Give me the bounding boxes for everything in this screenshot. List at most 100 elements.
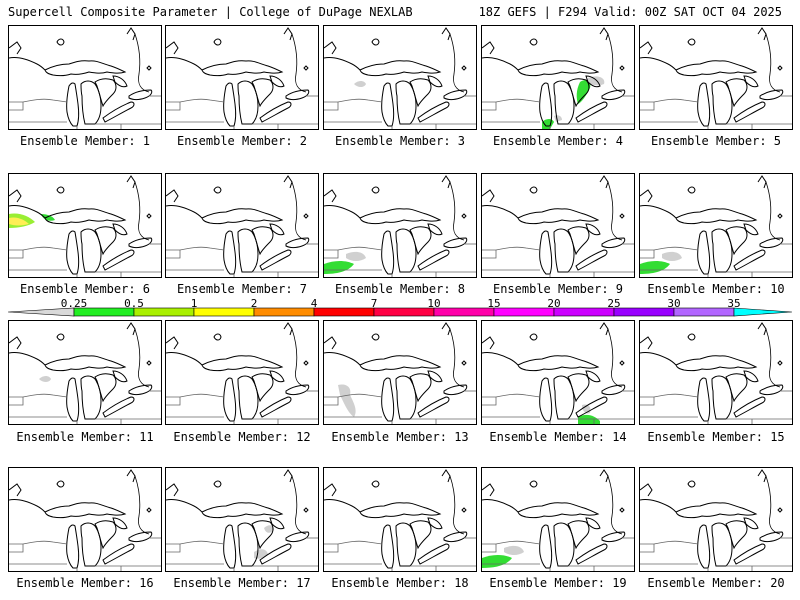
member-caption-10: Ensemble Member: 10 — [636, 282, 796, 296]
scp-overlay — [640, 251, 682, 274]
caption-prefix: Ensemble Member: — [19, 134, 143, 148]
colorbar-label: 2 — [250, 297, 258, 310]
member-number: 17 — [296, 576, 311, 590]
colorbar-segment — [553, 307, 615, 317]
member-caption-14: Ensemble Member: 14 — [478, 430, 638, 444]
member-caption-15: Ensemble Member: 15 — [636, 430, 796, 444]
caption-prefix: Ensemble Member: — [176, 134, 300, 148]
member-map-12 — [166, 322, 318, 424]
ensemble-panel-10 — [639, 173, 793, 278]
colorbar-segment — [673, 307, 735, 317]
member-map-3 — [324, 27, 476, 129]
colorbar-segment — [193, 307, 255, 317]
member-map-20 — [640, 469, 792, 571]
caption-prefix: Ensemble Member: — [16, 576, 140, 590]
ensemble-panel-17 — [165, 467, 319, 572]
colorbar-label: 4 — [310, 297, 318, 310]
member-map-18 — [324, 469, 476, 571]
ensemble-panel-5 — [639, 25, 793, 130]
member-caption-19: Ensemble Member: 19 — [478, 576, 638, 590]
caption-prefix: Ensemble Member: — [19, 282, 143, 296]
colorbar-segment — [373, 307, 435, 317]
member-map-16 — [9, 469, 161, 571]
colorbar-label: 15 — [487, 297, 501, 310]
ensemble-panel-20 — [639, 467, 793, 572]
member-caption-6: Ensemble Member: 6 — [5, 282, 165, 296]
ensemble-panel-8 — [323, 173, 477, 278]
member-caption-11: Ensemble Member: 11 — [5, 430, 165, 444]
caption-prefix: Ensemble Member: — [647, 576, 771, 590]
member-number: 4 — [615, 134, 624, 148]
ensemble-panel-16 — [8, 467, 162, 572]
member-map-5 — [640, 27, 792, 129]
colorbar-segment — [433, 307, 495, 317]
ensemble-panel-3 — [323, 25, 477, 130]
colorbar-segment — [313, 307, 375, 317]
caption-prefix: Ensemble Member: — [647, 282, 771, 296]
ensemble-panel-2 — [165, 25, 319, 130]
member-number: 8 — [457, 282, 466, 296]
caption-prefix: Ensemble Member: — [176, 282, 300, 296]
ensemble-panel-18 — [323, 467, 477, 572]
scp-overlay — [578, 404, 600, 424]
member-map-2 — [166, 27, 318, 129]
caption-prefix: Ensemble Member: — [173, 430, 297, 444]
caption-prefix: Ensemble Member: — [489, 576, 613, 590]
member-map-14 — [482, 322, 634, 424]
caption-prefix: Ensemble Member: — [334, 134, 458, 148]
caption-prefix: Ensemble Member: — [331, 576, 455, 590]
member-number: 18 — [454, 576, 469, 590]
member-caption-5: Ensemble Member: 5 — [636, 134, 796, 148]
member-number: 7 — [299, 282, 308, 296]
colorbar-segment — [613, 307, 675, 317]
member-number: 2 — [299, 134, 308, 148]
scp-overlay — [324, 251, 366, 274]
member-number: 9 — [615, 282, 624, 296]
colorbar-segment — [253, 307, 315, 317]
colorbar-right-arrow — [733, 307, 792, 317]
member-caption-18: Ensemble Member: 18 — [320, 576, 480, 590]
member-number: 20 — [770, 576, 785, 590]
ensemble-panel-15 — [639, 320, 793, 425]
member-caption-12: Ensemble Member: 12 — [162, 430, 322, 444]
colorbar-label: 10 — [427, 297, 441, 310]
member-number: 16 — [139, 576, 154, 590]
scp-overlay — [338, 384, 356, 417]
member-map-13 — [324, 322, 476, 424]
caption-prefix: Ensemble Member: — [173, 576, 297, 590]
ensemble-panel-4 — [481, 25, 635, 130]
colorbar-label: 1 — [190, 297, 198, 310]
member-number: 14 — [612, 430, 627, 444]
caption-prefix: Ensemble Member: — [16, 430, 140, 444]
member-caption-7: Ensemble Member: 7 — [162, 282, 322, 296]
member-map-6 — [9, 175, 161, 277]
colorbar-label: 20 — [547, 297, 561, 310]
member-map-4 — [482, 27, 634, 129]
member-map-19 — [482, 469, 634, 571]
member-map-1 — [9, 27, 161, 129]
member-map-11 — [9, 322, 161, 424]
ensemble-panel-14 — [481, 320, 635, 425]
member-caption-20: Ensemble Member: 20 — [636, 576, 796, 590]
caption-prefix: Ensemble Member: — [489, 430, 613, 444]
member-number: 12 — [296, 430, 311, 444]
member-number: 5 — [773, 134, 782, 148]
member-caption-16: Ensemble Member: 16 — [5, 576, 165, 590]
caption-prefix: Ensemble Member: — [331, 430, 455, 444]
member-map-8 — [324, 175, 476, 277]
ensemble-panel-19 — [481, 467, 635, 572]
ensemble-panel-12 — [165, 320, 319, 425]
member-caption-9: Ensemble Member: 9 — [478, 282, 638, 296]
colorbar — [8, 307, 792, 317]
ensemble-panel-9 — [481, 173, 635, 278]
member-caption-4: Ensemble Member: 4 — [478, 134, 638, 148]
member-map-17 — [166, 469, 318, 571]
member-number: 10 — [770, 282, 785, 296]
colorbar-label: 25 — [607, 297, 621, 310]
caption-prefix: Ensemble Member: — [492, 134, 616, 148]
caption-prefix: Ensemble Member: — [650, 134, 774, 148]
member-caption-2: Ensemble Member: 2 — [162, 134, 322, 148]
member-caption-1: Ensemble Member: 1 — [5, 134, 165, 148]
ensemble-panel-7 — [165, 173, 319, 278]
member-map-15 — [640, 322, 792, 424]
